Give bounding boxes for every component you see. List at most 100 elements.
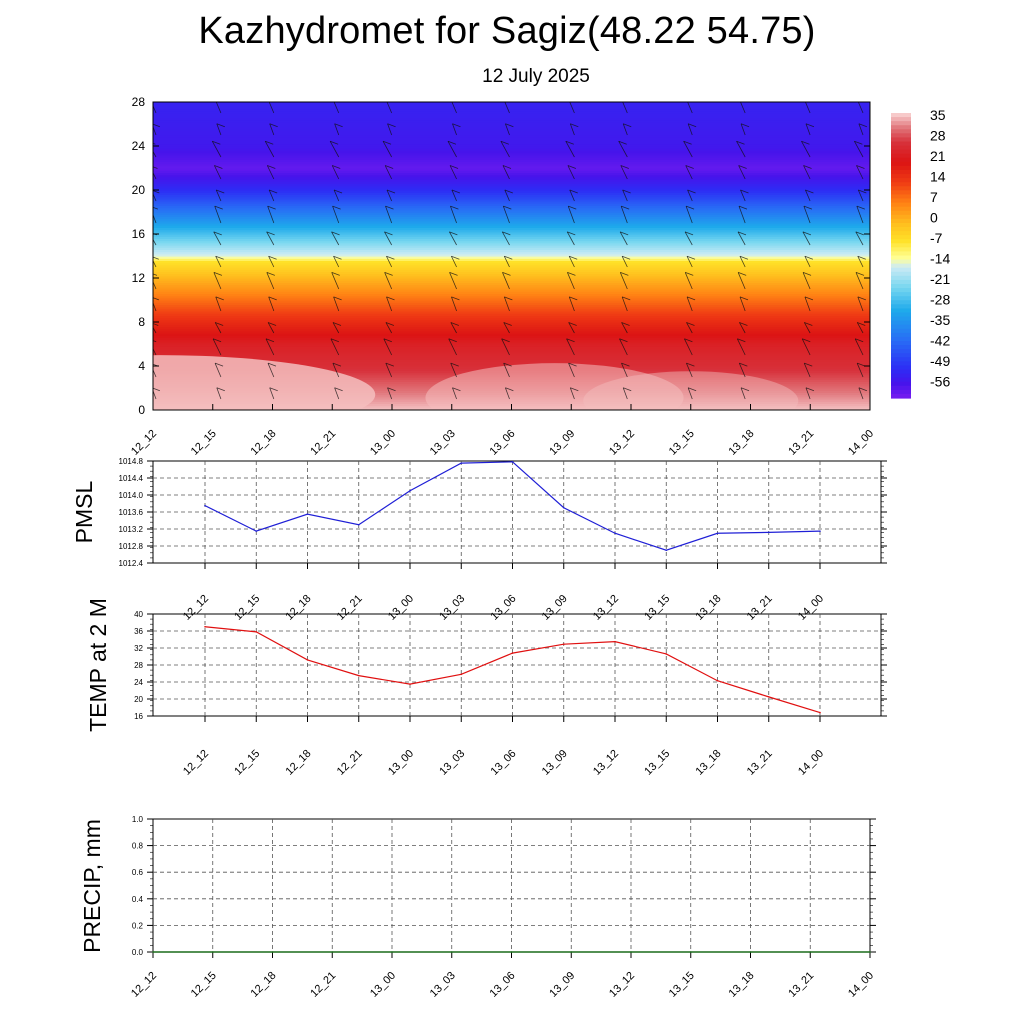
- colorbar-swatch: [891, 341, 911, 346]
- data-point: [869, 951, 871, 953]
- colorbar-swatch: [891, 214, 911, 220]
- heatmap-band: [153, 157, 870, 160]
- data-point: [357, 523, 360, 526]
- heatmap-warm-core: [153, 355, 376, 410]
- data-point: [570, 951, 573, 953]
- colorbar-swatch: [891, 353, 911, 358]
- wind-barb-feather: [382, 140, 392, 145]
- wind-barb: [684, 272, 693, 290]
- data-point: [204, 504, 206, 507]
- wind-barb: [683, 141, 693, 158]
- wind-barb: [803, 322, 811, 334]
- wind-barb: [385, 205, 393, 224]
- colorbar-label: 7: [930, 189, 938, 205]
- wind-barb-feather: [567, 272, 576, 276]
- wind-barb-feather: [153, 323, 159, 326]
- x-tick-label: 13_03: [437, 593, 467, 623]
- x-tick-label: 13_06: [489, 593, 519, 623]
- wind-barb: [686, 296, 693, 312]
- y-tick-label: 24: [134, 678, 143, 687]
- wind-barb-feather: [805, 387, 815, 392]
- x-tick-label: 13_06: [488, 428, 518, 458]
- heatmap-band: [153, 247, 870, 250]
- colorbar-label: 0: [930, 210, 938, 226]
- heatmap-band: [153, 267, 870, 270]
- wind-barb: [684, 338, 693, 356]
- wind-barb-feather: [265, 140, 274, 145]
- colorbar-swatch: [891, 117, 911, 122]
- x-tick-label: 13_18: [694, 593, 724, 623]
- heatmap-band: [153, 203, 870, 206]
- x-tick-label: 12_15: [232, 748, 262, 778]
- heatmap-band: [153, 102, 870, 105]
- wind-barb: [385, 363, 393, 378]
- data-point: [510, 951, 513, 953]
- wind-barb: [566, 338, 575, 356]
- data-point: [716, 532, 719, 535]
- colorbar-swatch: [891, 231, 911, 236]
- heatmap-band: [153, 135, 870, 138]
- wind-barb-feather: [153, 297, 159, 301]
- wind-barb: [740, 189, 746, 202]
- colorbar-swatch: [891, 157, 911, 163]
- heatmap-band: [153, 260, 870, 264]
- y-axis-label: PMSL: [71, 480, 97, 543]
- y-tick-label: 16: [134, 712, 143, 721]
- y-tick-label: 1014.8: [119, 457, 144, 466]
- wind-barb: [618, 141, 628, 158]
- heatmap-band: [153, 284, 870, 288]
- wind-barb: [387, 123, 393, 136]
- colorbar-swatch: [891, 324, 911, 330]
- data-point: [409, 489, 411, 492]
- wind-barb-feather: [334, 123, 343, 128]
- wind-barb-feather: [153, 340, 157, 343]
- data-point: [689, 951, 692, 953]
- heatmap-band: [153, 240, 870, 244]
- wind-barb-feather: [618, 140, 627, 145]
- chart-subtitle: 12 July 2025: [482, 66, 590, 87]
- x-tick-label: 13_03: [437, 748, 467, 778]
- wind-barb-feather: [620, 165, 629, 169]
- wind-barb-feather: [622, 296, 631, 301]
- wind-barb-feather: [333, 296, 342, 301]
- wind-barb: [620, 205, 628, 224]
- heatmap-band: [153, 251, 870, 255]
- wind-barb: [568, 322, 575, 334]
- wind-barb: [857, 296, 864, 312]
- wind-barb: [450, 205, 457, 224]
- colorbar-swatch: [891, 235, 911, 240]
- heatmap-band: [153, 291, 870, 294]
- wind-barb-feather: [740, 123, 750, 128]
- wind-barb-feather: [619, 338, 628, 343]
- colorbar-label: -56: [930, 374, 950, 390]
- heatmap-band: [153, 119, 870, 123]
- colorbar-swatch: [891, 145, 911, 151]
- wind-barb-feather: [855, 231, 864, 236]
- wind-barb-feather: [503, 362, 512, 367]
- heatmap-band: [153, 113, 870, 116]
- data-point: [460, 462, 463, 464]
- wind-barb-feather: [623, 123, 632, 128]
- heatmap-band: [153, 143, 870, 147]
- wind-barb: [449, 231, 457, 246]
- wind-barb-feather: [802, 338, 811, 343]
- wind-barb-feather: [267, 165, 276, 169]
- wind-barb: [153, 171, 157, 180]
- wind-barb-feather: [216, 123, 225, 128]
- wind-barb-feather: [332, 362, 342, 367]
- wind-barb: [740, 123, 746, 136]
- wind-barb: [622, 123, 628, 136]
- x-tick-label: 13_18: [694, 748, 724, 778]
- y-tick-label: 0.4: [132, 895, 144, 904]
- x-tick-label: 13_21: [786, 428, 816, 458]
- heatmap-band: [153, 315, 870, 319]
- wind-barb-feather: [570, 123, 579, 128]
- wind-barb-feather: [739, 362, 748, 367]
- heatmap-band: [153, 282, 870, 286]
- x-tick-label: 12_21: [335, 748, 365, 778]
- wind-barb: [569, 102, 575, 114]
- wind-barb-feather: [687, 387, 697, 392]
- wind-barb: [685, 165, 693, 180]
- wind-barb-feather: [855, 272, 865, 276]
